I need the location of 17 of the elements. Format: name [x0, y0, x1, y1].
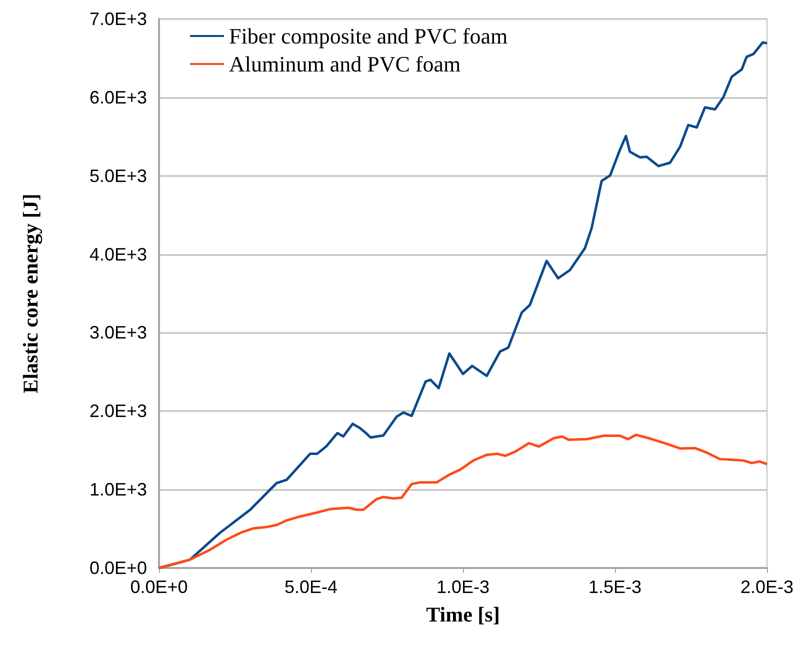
legend-label: Fiber composite and PVC foam [229, 24, 508, 48]
y-tick-label: 4.0E+3 [89, 244, 147, 264]
y-tick-label: 6.0E+3 [89, 87, 147, 108]
x-tick-label: 5.0E-4 [284, 577, 338, 597]
y-tick-label: 0.0E+0 [89, 558, 147, 578]
x-tick-label: 2.0E-3 [740, 577, 794, 597]
y-tick-label: 5.0E+3 [89, 166, 147, 186]
x-axis-title: Time [s] [426, 602, 500, 626]
y-tick-label: 7.0E+3 [89, 9, 147, 29]
y-tick-label: 2.0E+3 [89, 401, 147, 422]
legend-label: Aluminum and PVC foam [229, 52, 461, 76]
x-tick-label: 1.0E-3 [436, 577, 490, 597]
x-tick-label: 1.5E-3 [588, 577, 642, 597]
y-tick-label: 3.0E+3 [89, 322, 147, 343]
y-axis-title: Elastic core energy [J] [18, 194, 42, 394]
x-tick-label: 0.0E+0 [130, 577, 188, 597]
y-tick-label: 1.0E+3 [89, 480, 147, 500]
